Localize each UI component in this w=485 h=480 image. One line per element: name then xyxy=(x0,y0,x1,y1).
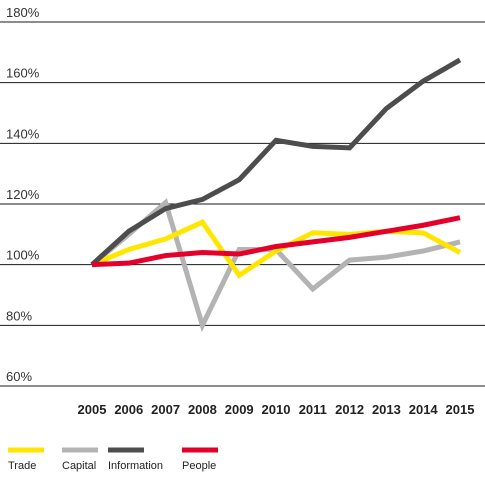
series-line-information xyxy=(90,57,462,267)
legend-label-capital: Capital xyxy=(62,460,96,472)
y-tick-label: 140% xyxy=(6,126,40,141)
x-tick-label: 2006 xyxy=(114,402,143,417)
y-tick-label: 100% xyxy=(6,248,40,263)
grid-lines xyxy=(0,21,485,387)
x-tick-label: 2013 xyxy=(372,402,401,417)
x-tick-label: 2008 xyxy=(188,402,217,417)
series-lines xyxy=(90,57,462,333)
y-tick-label: 120% xyxy=(6,187,40,202)
x-tick-label: 2012 xyxy=(335,402,364,417)
x-tick-label: 2009 xyxy=(225,402,254,417)
x-axis-tick-labels: 2005 2006 2007 2008 2009 2010 2011 2012 2013 2014… xyxy=(78,402,475,417)
series-line-people xyxy=(91,215,461,268)
legend-label-trade: Trade xyxy=(8,460,36,472)
x-tick-label: 2011 xyxy=(299,402,327,417)
legend: Trade Capital Information People xyxy=(8,447,218,472)
y-tick-label: 60% xyxy=(6,369,32,384)
y-tick-label: 80% xyxy=(6,308,32,323)
y-tick-label: 160% xyxy=(6,66,40,81)
x-tick-label: 2014 xyxy=(409,402,439,417)
legend-label-people: People xyxy=(182,460,216,472)
y-axis-tick-labels: 60% 80% 100% 120% 140% 160% 180% xyxy=(6,5,40,384)
y-tick-label: 180% xyxy=(6,5,40,20)
legend-label-information: Information xyxy=(108,460,163,472)
x-tick-label: 2007 xyxy=(151,402,180,417)
x-tick-label: 2010 xyxy=(262,402,291,417)
x-tick-label: 2015 xyxy=(446,402,475,417)
x-tick-label: 2005 xyxy=(78,402,107,417)
